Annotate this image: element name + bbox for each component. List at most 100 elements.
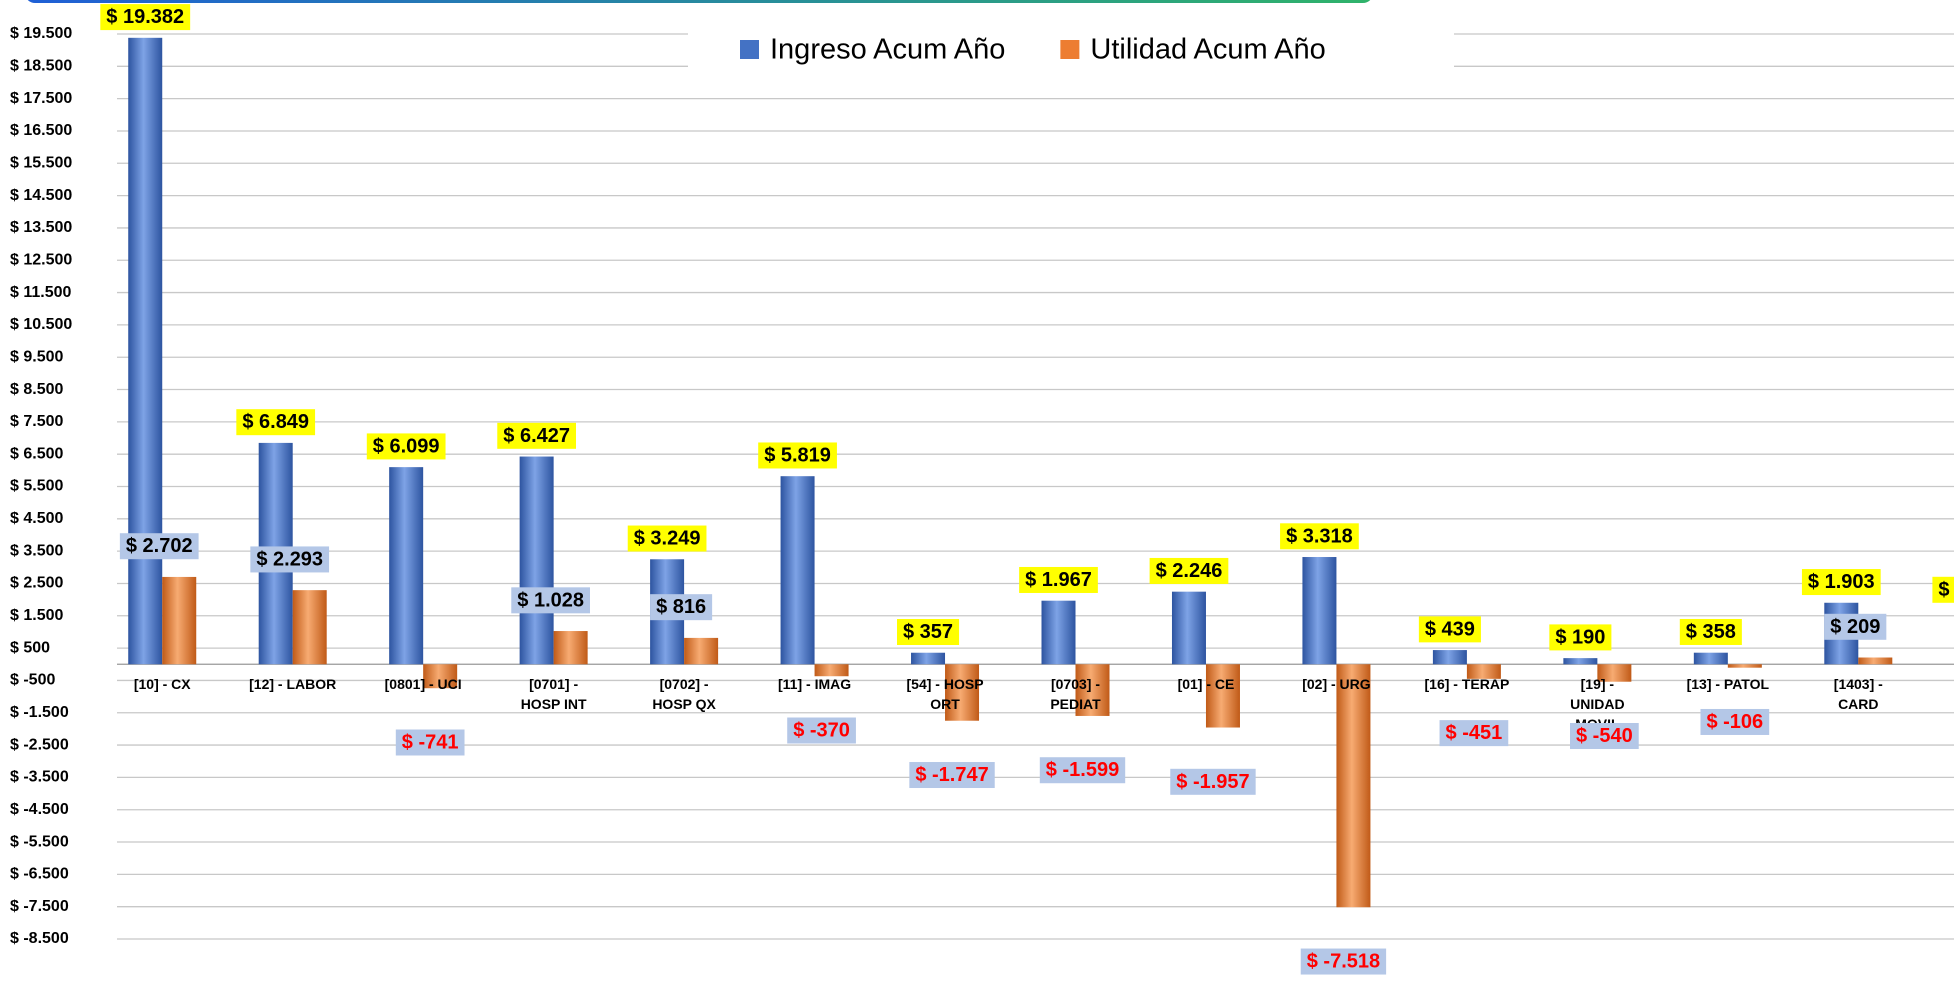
- bar: [1171, 591, 1206, 665]
- bar: [1205, 664, 1240, 728]
- data-label: $ 1.967: [1025, 569, 1092, 591]
- label-box: [366, 433, 446, 460]
- label-box: [1149, 557, 1229, 584]
- legend-label: Utilidad Acum Año: [1090, 34, 1325, 66]
- y-tick-label: $ 13.500: [10, 219, 72, 236]
- bar: [1432, 650, 1467, 665]
- label-box: [1700, 708, 1770, 735]
- data-label: $ 1.903: [1808, 571, 1875, 593]
- y-tick-label: $ 9.500: [10, 348, 63, 365]
- legend-swatch: [740, 40, 759, 59]
- label-box: [1418, 616, 1481, 643]
- label-box: [1039, 757, 1126, 784]
- legend-swatch: [1060, 40, 1080, 59]
- bar: [911, 652, 946, 665]
- x-tick-label: CARD: [1838, 696, 1878, 712]
- label-box: [1439, 720, 1509, 747]
- data-label: $ -106: [1706, 711, 1763, 733]
- data-label: $ 1.028: [517, 589, 584, 611]
- x-tick-label: [0801] - UCI: [385, 676, 462, 692]
- label-box: [758, 442, 837, 469]
- bar: [1727, 664, 1762, 668]
- x-tick-label: [12] - LABOR: [249, 676, 336, 692]
- data-label: $ 209: [1830, 616, 1880, 638]
- data-label: $ 6.099: [373, 435, 440, 457]
- y-tick-label: $ 4.500: [10, 510, 63, 527]
- x-tick-label: [11] - IMAG: [778, 676, 851, 692]
- data-label: $ 19.382: [106, 6, 184, 28]
- x-tick-label: ORT: [930, 696, 960, 712]
- label-box: [787, 717, 856, 744]
- data-label: $ -451: [1446, 722, 1503, 744]
- bar: [1693, 652, 1728, 665]
- data-label: $ 2.246: [1156, 560, 1223, 582]
- bar: [1075, 664, 1110, 716]
- x-tick-label: UNIDAD: [1570, 696, 1624, 712]
- y-tick-label: $ 2.500: [10, 575, 63, 592]
- label-box: [497, 422, 577, 449]
- y-tick-label: $ 6.500: [10, 445, 63, 462]
- y-tick-label: $ 17.500: [10, 90, 72, 107]
- y-tick-label: $ 19.500: [10, 25, 72, 42]
- data-label: $ 357: [903, 621, 953, 643]
- bar: [553, 631, 588, 665]
- x-tick-label: [0701] -: [529, 676, 578, 692]
- data-label: $ 439: [1425, 618, 1475, 640]
- y-tick-label: $ 8.500: [10, 381, 63, 398]
- x-tick-label: [0703] -: [1051, 676, 1100, 692]
- y-tick-label: $ 14.500: [10, 187, 72, 204]
- data-label: $ 358: [1686, 621, 1736, 643]
- data-label: $ -1.747: [915, 764, 988, 786]
- bar: [162, 576, 197, 665]
- y-tick-label: $ 7.500: [10, 413, 63, 430]
- label-box: [1679, 618, 1742, 645]
- label-box: [250, 546, 330, 573]
- data-label: $ 1.663: [1938, 579, 1954, 601]
- label-box: [1549, 624, 1612, 651]
- bar: [1336, 664, 1371, 908]
- y-tick-label: $ -5.500: [10, 833, 69, 850]
- y-tick-label: $ 11.500: [10, 284, 72, 301]
- label-box: [1570, 723, 1639, 750]
- x-tick-label: [16] - TERAP: [1425, 676, 1510, 692]
- data-label: $ 5.819: [764, 444, 831, 466]
- data-label: $ 3.249: [634, 528, 701, 550]
- label-box: [236, 409, 316, 436]
- y-tick-label: $ -4.500: [10, 801, 69, 818]
- data-label: $ 816: [656, 596, 706, 618]
- x-tick-label: [13] - PATOL: [1687, 676, 1770, 692]
- data-label: $ 190: [1555, 626, 1605, 648]
- label-box: [1801, 569, 1881, 596]
- y-tick-label: $ 1.500: [10, 607, 63, 624]
- label-box: [909, 762, 995, 789]
- label-box: [1932, 576, 1954, 603]
- x-tick-label: [02] - URG: [1302, 676, 1371, 692]
- x-tick-label: HOSP INT: [521, 696, 587, 712]
- label-box: [1824, 613, 1887, 640]
- y-tick-label: $ -6.500: [10, 866, 69, 883]
- label-box: [627, 525, 707, 552]
- x-tick-label: [01] - CE: [1178, 676, 1235, 692]
- label-box: [100, 4, 191, 31]
- bar: [1041, 600, 1076, 665]
- y-tick-label: $ -3.500: [10, 769, 69, 786]
- label-box: [1019, 566, 1098, 593]
- y-tick-label: $ 3.500: [10, 542, 63, 559]
- y-tick-label: $ 5.500: [10, 478, 63, 495]
- label-box: [511, 587, 591, 614]
- bar: [128, 37, 163, 665]
- y-tick-label: $ 18.500: [10, 58, 72, 75]
- data-label: $ 6.849: [242, 411, 309, 433]
- header-band: [27, 0, 1371, 3]
- label-box: [650, 594, 713, 621]
- bar: [389, 467, 424, 665]
- label-box: [119, 533, 199, 560]
- y-tick-label: $ 16.500: [10, 122, 72, 139]
- y-tick-label: $ -7.500: [10, 898, 69, 915]
- label-box: [897, 619, 960, 646]
- y-tick-label: $ 12.500: [10, 251, 72, 268]
- bar: [814, 664, 849, 677]
- label-box: [395, 729, 465, 756]
- y-tick-label: $ 500: [10, 639, 50, 656]
